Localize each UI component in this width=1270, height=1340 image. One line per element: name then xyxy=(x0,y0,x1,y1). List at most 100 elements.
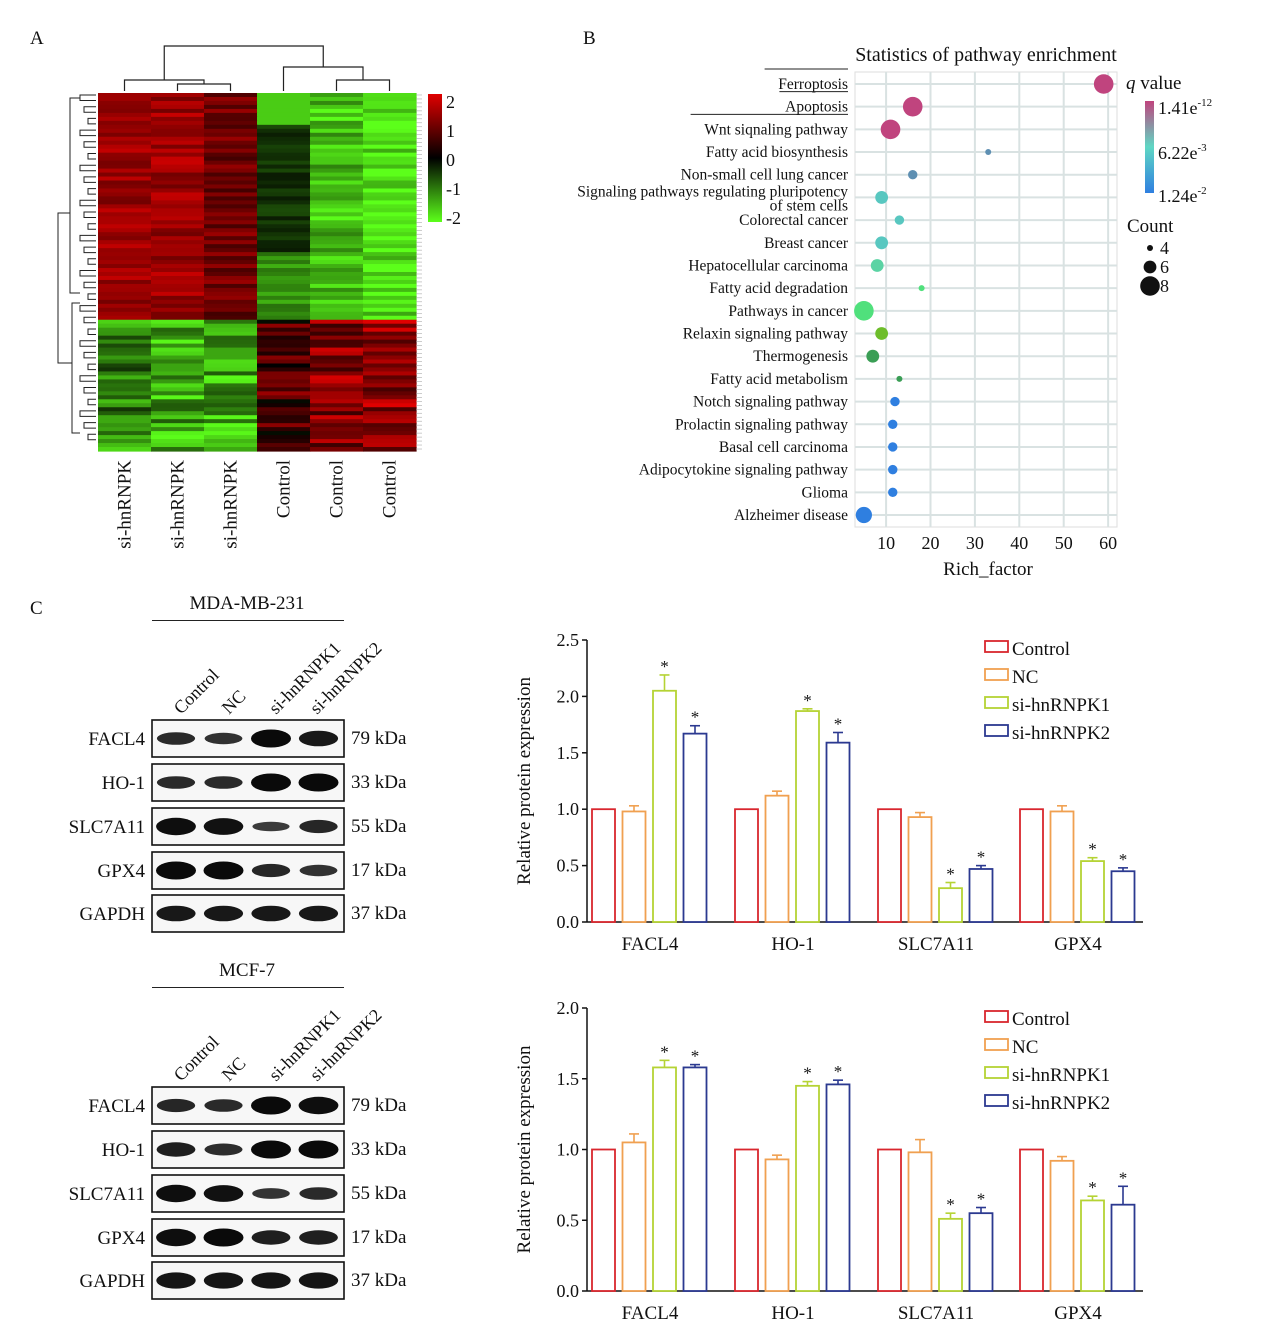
pathway-label: Thermogenesis xyxy=(753,348,848,365)
protein-band xyxy=(156,817,196,836)
y-tick-label: 2.5 xyxy=(557,630,580,650)
sample-label: Control xyxy=(380,460,401,518)
bar xyxy=(907,816,933,923)
pathway-bubble xyxy=(908,170,918,180)
pathway-label: Apoptosis xyxy=(785,99,848,116)
legend-swatch xyxy=(984,724,1009,737)
protein-band xyxy=(203,818,244,835)
protein-band xyxy=(299,864,338,877)
protein-band xyxy=(251,905,291,922)
protein-band xyxy=(299,1187,338,1200)
category-label: GPX4 xyxy=(1054,1303,1102,1324)
significance-marker: * xyxy=(1119,850,1128,869)
protein-band xyxy=(298,1272,339,1289)
colorbar-tick-label: -1 xyxy=(446,179,461,199)
bar xyxy=(825,741,851,923)
q-value-legend-label: 6.22e-3 xyxy=(1158,142,1207,163)
dendrogram-branch xyxy=(83,316,96,324)
pathway-label: Fatty acid degradation xyxy=(709,280,848,297)
protein-band xyxy=(156,1272,196,1289)
pathway-label: Signaling pathways regulating pluripoten… xyxy=(577,183,848,200)
count-legend-dot xyxy=(1140,276,1160,296)
protein-band xyxy=(252,1188,290,1199)
dendrogram-branch xyxy=(79,410,96,417)
molecular-weight-label: 33 kDa xyxy=(351,1139,407,1160)
protein-band xyxy=(299,1230,338,1245)
dendrogram-branch xyxy=(87,363,96,371)
legend-swatch xyxy=(984,640,1009,653)
x-axis-label: Rich_factor xyxy=(943,559,1033,580)
pathway-label: Relaxin signaling pathway xyxy=(683,326,849,343)
legend-swatch xyxy=(984,668,1009,681)
x-tick-label: 10 xyxy=(877,533,895,553)
significance-marker: * xyxy=(977,1190,986,1209)
significance-marker: * xyxy=(1088,840,1097,859)
sample-label: si-hnRNPK xyxy=(168,460,189,549)
y-tick-label: 0.5 xyxy=(557,856,580,876)
bar xyxy=(938,887,963,923)
protein-band xyxy=(156,1098,196,1113)
significance-marker: * xyxy=(660,1042,669,1061)
pathway-label: Hepatocellular carcinoma xyxy=(688,257,848,274)
bar xyxy=(734,1148,759,1292)
significance-marker: * xyxy=(977,848,986,867)
bar xyxy=(877,808,902,923)
protein-band xyxy=(203,1272,244,1289)
molecular-weight-label: 55 kDa xyxy=(351,1183,407,1204)
bar xyxy=(795,710,820,923)
protein-band xyxy=(204,1143,243,1156)
legend-label: si-hnRNPK2 xyxy=(1012,723,1110,744)
x-tick-label: 50 xyxy=(1055,533,1073,553)
legend-swatch xyxy=(984,696,1009,709)
pathway-bubble xyxy=(875,236,889,250)
x-tick-label: 60 xyxy=(1099,533,1117,553)
category-label: SLC7A11 xyxy=(898,1303,974,1324)
protein-band xyxy=(156,905,196,922)
bar xyxy=(968,1212,994,1292)
significance-marker: * xyxy=(946,1195,955,1214)
category-label: HO-1 xyxy=(771,934,814,955)
dendrogram-branch xyxy=(87,258,96,265)
dendrogram-branch xyxy=(87,223,96,230)
protein-band xyxy=(156,861,196,880)
significance-marker: * xyxy=(660,657,669,676)
bar xyxy=(652,689,677,923)
count-legend-label: 8 xyxy=(1160,276,1169,296)
protein-band xyxy=(251,1272,291,1289)
q-value-colorbar xyxy=(1145,101,1154,193)
pathway-label: Alzheimer disease xyxy=(734,507,848,524)
count-legend-title: Count xyxy=(1127,216,1174,237)
significance-marker: * xyxy=(691,708,700,727)
protein-band xyxy=(156,776,196,789)
bar xyxy=(591,808,616,923)
protein-band xyxy=(156,732,196,745)
protein-band xyxy=(298,773,339,792)
pathway-label: Adipocytokine signaling pathway xyxy=(639,462,848,479)
significance-marker: * xyxy=(834,1062,843,1081)
bar xyxy=(621,810,647,923)
bar xyxy=(907,1151,933,1292)
colorbar-tick-label: 1 xyxy=(446,121,455,141)
pathway-bubble xyxy=(918,285,925,292)
protein-band xyxy=(251,1096,291,1115)
protein-band xyxy=(298,1140,339,1159)
bar xyxy=(1019,1148,1044,1292)
bar xyxy=(652,1066,677,1292)
pathway-bubble xyxy=(875,327,889,340)
dendrogram-branch xyxy=(79,129,96,137)
cell-line-title: MCF-7 xyxy=(219,960,275,981)
y-tick-label: 1.5 xyxy=(557,1069,580,1089)
pathway-bubble xyxy=(985,149,992,156)
dendrogram-branch xyxy=(79,234,96,242)
significance-marker: * xyxy=(803,1064,812,1083)
dendrogram-branch xyxy=(83,351,96,359)
bar xyxy=(734,808,759,923)
y-axis-label: Relative protein expression xyxy=(514,677,535,885)
dendrogram-branch xyxy=(83,387,96,394)
protein-band xyxy=(203,1185,244,1202)
pathway-bubble xyxy=(866,349,880,363)
dendrogram-branch xyxy=(87,293,96,300)
pathway-bubble xyxy=(1093,74,1114,94)
pathway-label: Glioma xyxy=(802,484,849,501)
bar xyxy=(1080,1199,1105,1292)
